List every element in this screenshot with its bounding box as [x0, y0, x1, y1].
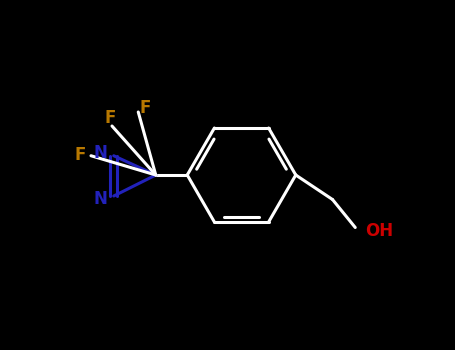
Text: N: N [94, 144, 107, 162]
Text: F: F [140, 99, 151, 117]
Text: N: N [94, 190, 107, 208]
Text: F: F [105, 109, 116, 127]
Text: F: F [75, 146, 86, 164]
Text: OH: OH [365, 222, 393, 240]
